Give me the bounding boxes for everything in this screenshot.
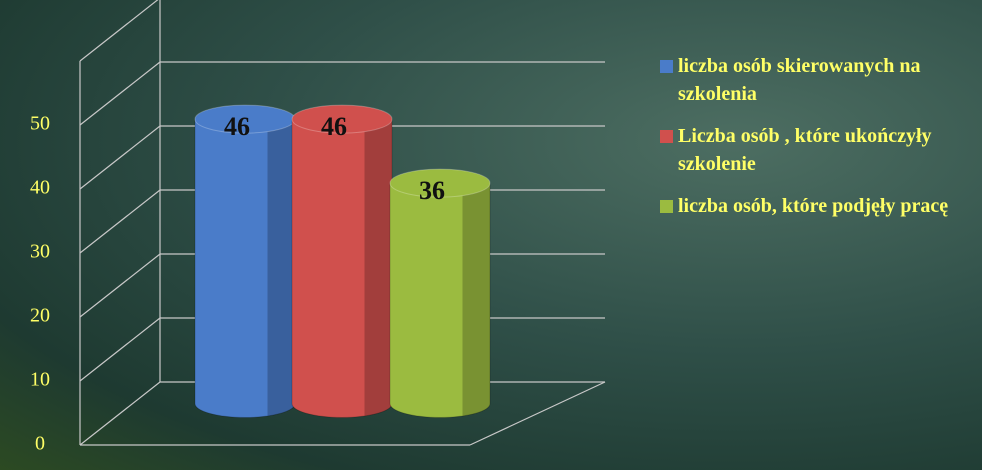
bar xyxy=(291,118,393,418)
value-label: 36 xyxy=(419,176,445,205)
bar-top xyxy=(389,168,491,198)
grid-line xyxy=(79,125,605,190)
bar-shade xyxy=(364,119,393,417)
bar xyxy=(194,118,296,418)
y-tick-label: 20 xyxy=(30,305,50,327)
bar-shade xyxy=(462,183,491,417)
legend-swatch xyxy=(660,200,673,213)
legend: liczba osób skierowanych na szkolenia Lic… xyxy=(658,52,978,234)
y-tick-label: 0 xyxy=(35,433,45,455)
legend-label: Liczba osób , które ukończyły szkolenie xyxy=(678,125,932,175)
bar-top xyxy=(291,104,393,134)
y-tick-label: 40 xyxy=(30,177,50,199)
grid-line xyxy=(79,61,605,126)
legend-item: liczba osób, które podjęły pracę xyxy=(658,192,978,220)
legend-item: Liczba osób , które ukończyły szkolenie xyxy=(658,122,978,178)
y-tick-label: 30 xyxy=(30,241,50,263)
bar-shade xyxy=(267,119,296,417)
y-tick-label: 50 xyxy=(30,113,50,135)
bar xyxy=(389,182,491,418)
y-tick-label: 10 xyxy=(30,369,50,391)
legend-item: liczba osób skierowanych na szkolenia xyxy=(658,52,978,108)
legend-label: liczba osób, które podjęły pracę xyxy=(678,195,949,217)
value-label: 46 xyxy=(321,112,347,141)
wall-top xyxy=(79,0,159,62)
value-label: 46 xyxy=(224,112,250,141)
floor-right xyxy=(469,381,606,446)
legend-label: liczba osób skierowanych na szkolenia xyxy=(678,55,921,105)
legend-swatch xyxy=(660,130,673,143)
legend-swatch xyxy=(660,60,673,73)
